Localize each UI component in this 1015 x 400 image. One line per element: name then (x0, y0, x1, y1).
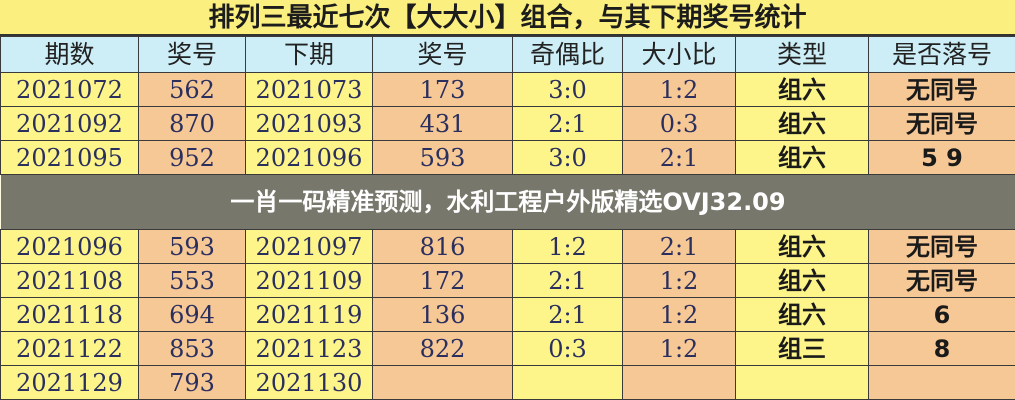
cell-col-issue: 2021122 (0, 331, 139, 366)
overlay-banner: 一肖一码精准预测，水利工程户外版精选OVJ32.09 (0, 174, 1015, 230)
cell-col-type: 组六 (735, 72, 869, 107)
cell-col-issue: 2021096 (0, 229, 139, 264)
cell-col-fall: 6 (868, 297, 1015, 332)
cell-col-fall: 无同号 (868, 263, 1015, 298)
cell-col-number: 593 (138, 229, 246, 264)
cell-col-issue: 2021129 (0, 365, 139, 400)
cell-col-fall: 5 9 (868, 140, 1015, 175)
cell-col-next-number: 822 (372, 331, 513, 366)
cell-col-issue: 2021092 (0, 106, 139, 141)
cell-col-next-number: 173 (372, 72, 513, 107)
cell-col-big-small: 2:1 (622, 140, 736, 175)
cell-col-number: 793 (138, 365, 246, 400)
table-row: 2021095 952 2021096 593 3:0 2:1 组六 5 9 (0, 140, 1015, 175)
cell-col-big-small: 1:2 (622, 72, 736, 107)
cell-col-next-number: 593 (372, 140, 513, 175)
cell-col-big-small: 1:2 (622, 263, 736, 298)
cell-col-fall (868, 365, 1015, 400)
table-row: 2021122 853 2021123 822 0:3 1:2 组三 8 (0, 331, 1015, 366)
cell-col-odd-even: 3:0 (512, 72, 623, 107)
cell-col-next-issue: 2021073 (245, 72, 373, 107)
cell-col-type: 组六 (735, 229, 869, 264)
cell-col-next-issue: 2021130 (245, 365, 373, 400)
cell-col-odd-even (512, 365, 623, 400)
table-row: 2021118 694 2021119 136 2:1 1:2 组六 6 (0, 297, 1015, 332)
cell-col-number: 694 (138, 297, 246, 332)
table-row: 2021092 870 2021093 431 2:1 0:3 组六 无同号 (0, 106, 1015, 141)
cell-col-issue: 2021118 (0, 297, 139, 332)
cell-col-big-small: 0:3 (622, 106, 736, 141)
header-col-number: 奖号 (138, 36, 246, 73)
cell-col-issue: 2021072 (0, 72, 139, 107)
cell-col-number: 952 (138, 140, 246, 175)
header-col-type: 类型 (735, 36, 869, 73)
cell-col-number: 870 (138, 106, 246, 141)
header-col-big-small: 大小比 (622, 36, 736, 73)
table-row: 2021072 562 2021073 173 3:0 1:2 组六 无同号 (0, 72, 1015, 107)
cell-col-fall: 8 (868, 331, 1015, 366)
lottery-stats-table: 期数 奖号 下期 奖号 奇偶比 大小比 类型 是否落号 2021072 562 2021073 17… (0, 36, 1015, 400)
table-title: 排列三最近七次【大大小】组合，与其下期奖号统计 (0, 0, 1015, 36)
header-col-fall: 是否落号 (868, 36, 1015, 73)
cell-col-next-issue: 2021119 (245, 297, 373, 332)
cell-col-odd-even: 1:2 (512, 229, 623, 264)
cell-col-big-small (622, 365, 736, 400)
cell-col-odd-even: 3:0 (512, 140, 623, 175)
cell-col-issue: 2021095 (0, 140, 139, 175)
cell-col-type: 组六 (735, 263, 869, 298)
cell-col-type: 组六 (735, 297, 869, 332)
cell-col-next-issue: 2021123 (245, 331, 373, 366)
cell-col-type: 组六 (735, 140, 869, 175)
table-row: 2021108 553 2021109 172 2:1 1:2 组六 无同号 (0, 263, 1015, 298)
cell-col-big-small: 2:1 (622, 229, 736, 264)
cell-col-type (735, 365, 869, 400)
cell-col-odd-even: 2:1 (512, 297, 623, 332)
cell-col-next-number: 431 (372, 106, 513, 141)
cell-col-next-issue: 2021096 (245, 140, 373, 175)
cell-col-big-small: 1:2 (622, 331, 736, 366)
cell-col-next-number: 816 (372, 229, 513, 264)
cell-col-fall: 无同号 (868, 106, 1015, 141)
table-row: 2021096 593 2021097 816 1:2 2:1 组六 无同号 (0, 229, 1015, 264)
cell-col-odd-even: 2:1 (512, 263, 623, 298)
cell-col-next-number: 172 (372, 263, 513, 298)
cell-col-number: 562 (138, 72, 246, 107)
cell-col-next-issue: 2021109 (245, 263, 373, 298)
header-col-issue: 期数 (0, 36, 139, 73)
cell-col-big-small: 1:2 (622, 297, 736, 332)
cell-col-fall: 无同号 (868, 72, 1015, 107)
cell-col-number: 553 (138, 263, 246, 298)
cell-col-next-issue: 2021097 (245, 229, 373, 264)
cell-col-type: 组三 (735, 331, 869, 366)
cell-col-number: 853 (138, 331, 246, 366)
header-col-next-number: 奖号 (372, 36, 513, 73)
header-col-odd-even: 奇偶比 (512, 36, 623, 73)
cell-col-odd-even: 0:3 (512, 331, 623, 366)
header-row: 期数 奖号 下期 奖号 奇偶比 大小比 类型 是否落号 (0, 36, 1015, 73)
overlay-banner-text: 一肖一码精准预测，水利工程户外版精选OVJ32.09 (0, 174, 1015, 230)
cell-col-issue: 2021108 (0, 263, 139, 298)
header-col-next-issue: 下期 (245, 36, 373, 73)
cell-col-fall: 无同号 (868, 229, 1015, 264)
cell-col-next-number (372, 365, 513, 400)
table-row: 2021129 793 2021130 (0, 365, 1015, 400)
cell-col-odd-even: 2:1 (512, 106, 623, 141)
cell-col-next-issue: 2021093 (245, 106, 373, 141)
cell-col-next-number: 136 (372, 297, 513, 332)
cell-col-type: 组六 (735, 106, 869, 141)
